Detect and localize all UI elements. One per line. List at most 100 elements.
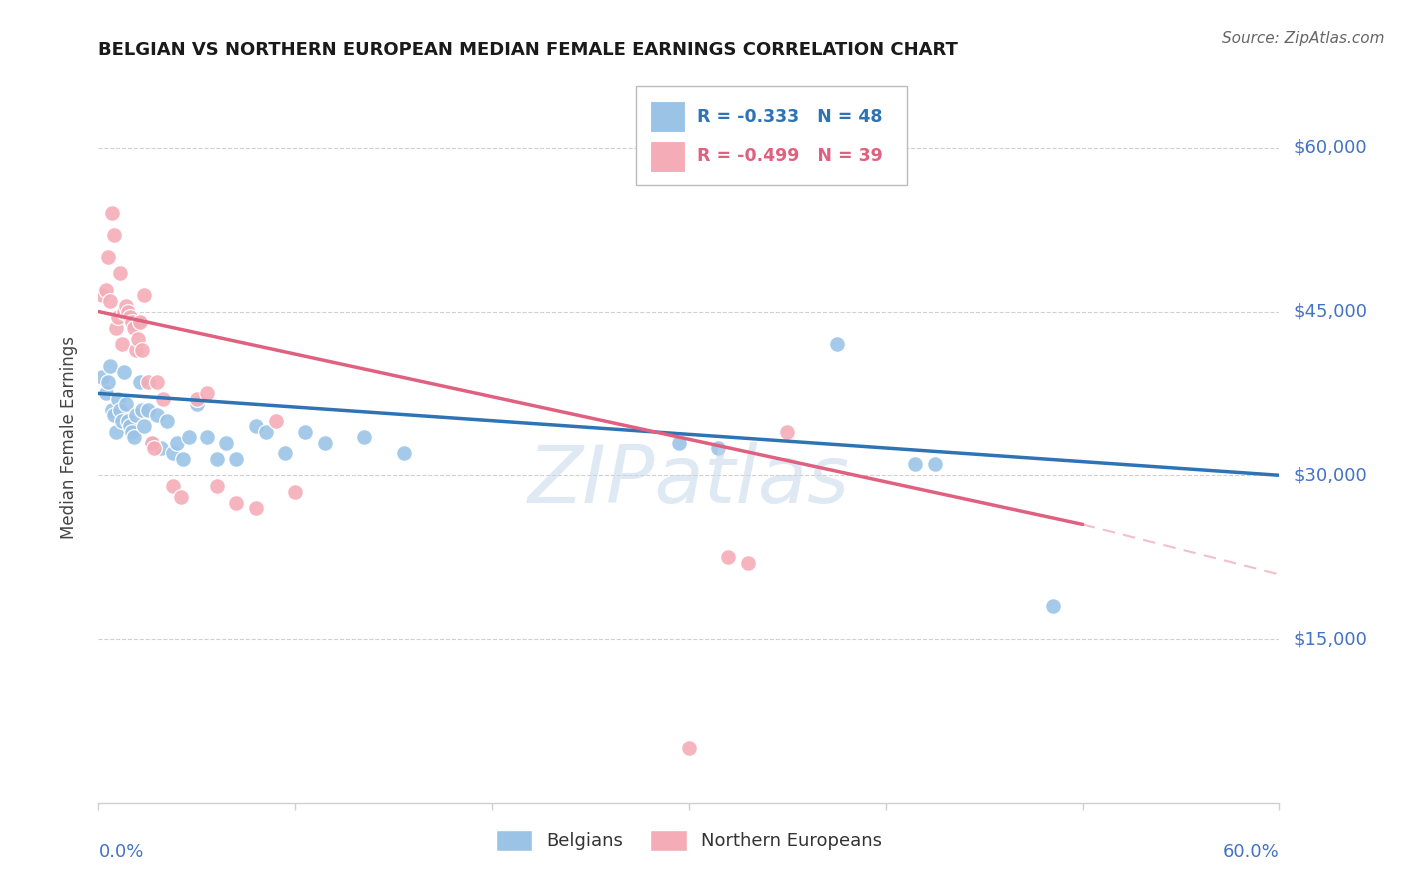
Point [118,419,141,434]
Point [125,343,148,357]
Point [707,441,730,455]
Point [678,741,700,756]
Point [127,332,149,346]
Text: 0.0%: 0.0% [98,843,143,861]
Point [205,479,228,493]
Point [112,365,135,379]
Point [101,402,124,417]
Point [177,430,200,444]
Legend: Belgians, Northern Europeans: Belgians, Northern Europeans [486,821,891,860]
Point [105,321,128,335]
Point [737,556,759,570]
Point [162,479,184,493]
Text: 60.0%: 60.0% [1223,843,1279,861]
Point [122,321,145,335]
Point [103,409,125,423]
Point [121,315,143,329]
Bar [650,102,685,132]
Text: ZIPatlas: ZIPatlas [527,442,851,520]
Point [924,458,946,472]
Point [111,414,134,428]
Text: BELGIAN VS NORTHERN EUROPEAN MEDIAN FEMALE EARNINGS CORRELATION CHART: BELGIAN VS NORTHERN EUROPEAN MEDIAN FEMA… [98,41,959,59]
Text: $45,000: $45,000 [1294,302,1368,320]
Point [245,419,267,434]
Point [127,315,149,329]
Point [115,299,138,313]
Point [225,451,247,466]
Point [131,343,153,357]
Point [717,550,740,565]
Point [314,435,336,450]
Point [825,337,848,351]
Point [91,370,114,384]
Point [162,446,184,460]
Point [112,304,135,318]
Point [132,288,155,302]
Point [668,435,690,450]
Point [146,376,169,390]
Text: Source: ZipAtlas.com: Source: ZipAtlas.com [1222,31,1385,46]
Point [91,288,114,302]
Point [776,425,799,439]
Point [118,310,141,324]
Point [225,495,247,509]
Point [98,359,121,373]
Point [146,409,169,423]
Text: R = -0.499   N = 39: R = -0.499 N = 39 [697,147,883,165]
Point [101,206,124,220]
Point [136,402,159,417]
Point [353,430,375,444]
Point [186,397,208,411]
Point [96,386,118,401]
Y-axis label: Median Female Earnings: Median Female Earnings [59,335,77,539]
Point [131,402,153,417]
Point [166,435,188,450]
Point [97,250,120,264]
Point [150,441,173,455]
Point [108,266,131,280]
Point [107,310,129,324]
Point [254,425,277,439]
Point [245,501,267,516]
Point [141,435,163,450]
Text: $60,000: $60,000 [1294,139,1367,157]
Point [152,392,174,406]
Point [111,337,134,351]
Point [264,414,287,428]
Point [108,402,131,417]
Point [103,228,125,243]
Point [98,293,121,308]
Text: $15,000: $15,000 [1294,630,1367,648]
Point [122,430,145,444]
Point [115,397,138,411]
Point [128,315,150,329]
Point [128,376,150,390]
Text: R = -0.333   N = 48: R = -0.333 N = 48 [697,108,883,126]
Point [195,386,218,401]
Point [96,283,118,297]
Point [105,425,128,439]
Point [121,425,143,439]
Point [132,419,155,434]
Point [1042,599,1064,614]
Point [274,446,297,460]
Point [141,435,163,450]
Text: $30,000: $30,000 [1294,467,1367,484]
Point [117,414,139,428]
Point [284,484,307,499]
Point [125,409,148,423]
Bar [650,141,685,171]
Point [195,430,218,444]
Point [294,425,316,439]
Point [186,392,208,406]
Point [205,451,228,466]
Point [142,441,165,455]
Bar [636,86,907,185]
Point [156,414,179,428]
Point [117,304,139,318]
Point [904,458,927,472]
Point [172,451,194,466]
Point [136,376,159,390]
Point [97,376,120,390]
Point [107,392,129,406]
